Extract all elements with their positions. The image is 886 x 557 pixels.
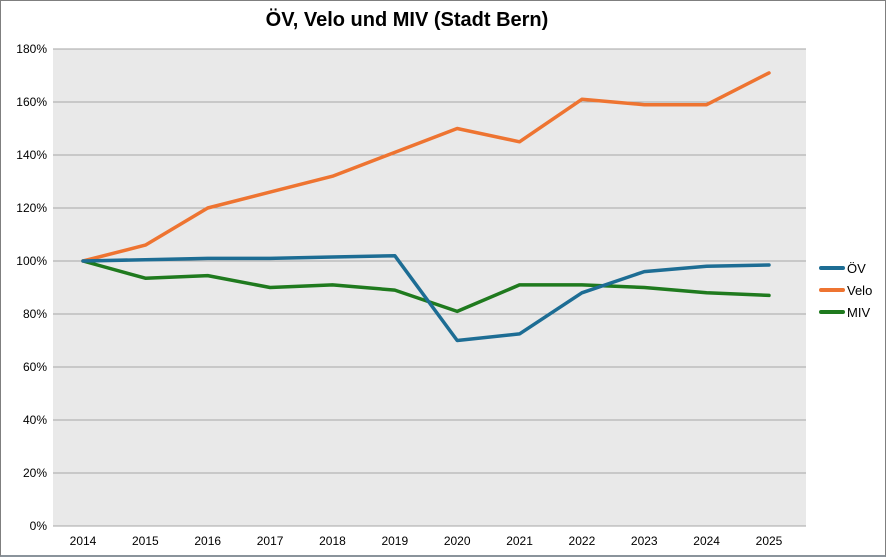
x-axis-tick-label: 2024 <box>693 534 720 548</box>
y-axis-tick-label: 100% <box>16 254 47 268</box>
legend-swatch-öv-icon <box>819 266 845 270</box>
legend-item: ÖV <box>819 257 872 279</box>
legend-swatch-velo-icon <box>819 288 845 292</box>
x-axis-tick-label: 2017 <box>256 534 284 548</box>
legend: ÖV Velo MIV <box>819 257 872 323</box>
x-axis-tick-label: 2018 <box>319 534 346 548</box>
y-axis-tick-label: 60% <box>22 360 47 374</box>
x-axis-tick-label: 2014 <box>69 534 97 548</box>
y-axis-tick-label: 160% <box>16 95 47 109</box>
x-axis-tick-label: 2016 <box>194 534 222 548</box>
y-axis-tick-label: 140% <box>16 148 47 162</box>
series-line-öv <box>81 253 771 343</box>
x-axis-tick-label: 2022 <box>568 534 596 548</box>
chart-title: ÖV, Velo und MIV (Stadt Bern) <box>265 9 549 31</box>
series-line-velo <box>81 71 771 263</box>
x-axis-tick-label: 2015 <box>132 534 159 548</box>
legend-label: ÖV <box>847 260 866 276</box>
x-axis-tick-label: 2020 <box>443 534 471 548</box>
y-axis-tick-label: 20% <box>22 466 47 480</box>
plot-background <box>53 49 806 526</box>
y-axis-tick-label: 120% <box>16 201 47 215</box>
legend-item: Velo <box>819 279 872 301</box>
legend-label: Velo <box>847 282 873 298</box>
x-axis-tick-label: 2025 <box>755 534 783 548</box>
y-axis-tick-label: 0% <box>29 519 47 533</box>
x-axis-tick-label: 2019 <box>381 534 409 548</box>
x-axis-tick-label: 2023 <box>630 534 658 548</box>
y-axis-tick-label: 80% <box>22 307 47 321</box>
legend-item: MIV <box>819 301 872 323</box>
y-axis-tick-label: 180% <box>16 42 47 56</box>
x-axis-tick-label: 2021 <box>506 534 533 548</box>
y-axis-tick-label: 40% <box>22 413 47 427</box>
legend-swatch-miv-icon <box>819 310 845 314</box>
legend-label: MIV <box>847 304 871 320</box>
